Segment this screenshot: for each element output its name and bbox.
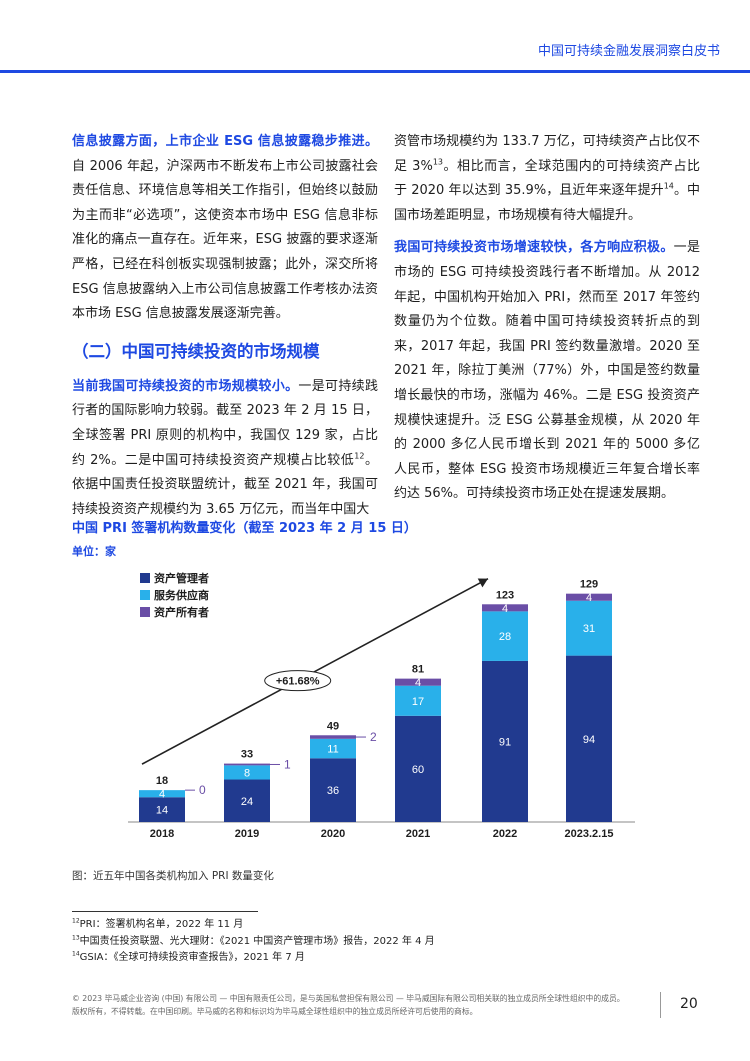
bar-segment bbox=[310, 758, 356, 822]
right-column: 资管市场规模约为 133.7 万亿，可持续资产占比仅不足 3%13。相比而言，全… bbox=[394, 130, 700, 507]
bar-value-label: 17 bbox=[412, 696, 424, 708]
footer-legal: © 2023 毕马威企业咨询 (中国) 有限公司 — 中国有限责任公司，是与英国… bbox=[72, 994, 625, 1016]
bar-segment bbox=[395, 685, 441, 716]
footnote-rule bbox=[72, 911, 258, 912]
bar-value-label: 11 bbox=[327, 744, 338, 756]
category-label: 2023.2.15 bbox=[565, 828, 614, 840]
footnote-ref: 14 bbox=[663, 181, 674, 191]
bar-value-label: 0 bbox=[199, 783, 206, 797]
bar-segment bbox=[395, 678, 441, 686]
footnote-ref: 13 bbox=[432, 157, 443, 167]
bar-total-label: 81 bbox=[412, 664, 424, 676]
bar-value-label: 28 bbox=[499, 631, 511, 643]
bar-segment bbox=[310, 738, 356, 759]
bar-value-label: 4 bbox=[502, 603, 508, 615]
bar-segment bbox=[139, 797, 185, 822]
bar-segment bbox=[482, 604, 528, 612]
paragraph-body: 一是市场的 ESG 可持续投资践行者不断增加。从 2012 年起，中国机构开始加… bbox=[394, 240, 700, 502]
paragraph-lead: 信息披露方面，上市企业 ESG 信息披露稳步推进。 bbox=[72, 134, 378, 149]
growth-annotation-label: +61.68% bbox=[276, 676, 320, 688]
bar-value-label: 36 bbox=[327, 785, 339, 797]
paragraph-body: 。依据中国责任投资联盟统计，截至 2021 年，我国可持续投资资产规模约为 3.… bbox=[72, 452, 378, 517]
growth-annotation-bubble bbox=[264, 670, 332, 692]
category-label: 2018 bbox=[150, 828, 174, 840]
bar-value-label: 14 bbox=[156, 805, 168, 817]
paragraph-lead: 当前我国可持续投资的市场规模较小。 bbox=[72, 378, 299, 394]
footnote: 14GSIA：《全球可持续投资审查报告》，2021 年 7 月 bbox=[72, 950, 305, 963]
bar-total-label: 49 bbox=[327, 720, 339, 732]
legend-label: 服务供应商 bbox=[154, 588, 209, 602]
footnotes: 12PRI：签署机构名单，2022 年 11 月 13中国责任投资联盟、光大理财… bbox=[72, 917, 435, 967]
paragraph-body: 资管市场规模约为 133.7 万亿，可持续资产占比仅不足 3% bbox=[394, 134, 700, 174]
growth-arrow-line bbox=[141, 577, 489, 765]
paragraph-body: 自 2006 年起，沪深两市不断发布上市公司披露社会责任信息、环境信息等相关工作… bbox=[72, 158, 378, 322]
growth-arrow-head bbox=[477, 578, 488, 588]
chart-unit: 单位：家 bbox=[72, 545, 116, 558]
category-label: 2019 bbox=[235, 828, 259, 840]
legend-label: 资产管理者 bbox=[154, 571, 209, 585]
legend-swatch bbox=[140, 590, 150, 600]
left-column: 信息披露方面，上市企业 ESG 信息披露稳步推进。自 2006 年起，沪深两市不… bbox=[72, 130, 378, 522]
category-label: 2022 bbox=[493, 828, 517, 840]
footer-divider bbox=[660, 992, 661, 1018]
bar-value-label: 4 bbox=[415, 677, 421, 689]
bar-value-label: 1 bbox=[284, 757, 291, 771]
bar-value-label: 94 bbox=[583, 734, 595, 746]
category-label: 2021 bbox=[406, 828, 430, 840]
pri-stacked-bar-chart: +61.68%144 018201824813320193611249202060… bbox=[128, 571, 635, 840]
paragraph-continued: 资管市场规模约为 133.7 万亿，可持续资产占比仅不足 3%13。相比而言，全… bbox=[394, 130, 700, 228]
page-number: 20 bbox=[680, 996, 698, 1012]
bar-segment bbox=[482, 611, 528, 661]
bar-segment bbox=[310, 735, 356, 739]
bar-total-label: 18 bbox=[156, 775, 168, 787]
legend-swatch bbox=[140, 607, 150, 617]
header-rule bbox=[0, 70, 750, 73]
header-title: 中国可持续金融发展洞察白皮书 bbox=[537, 44, 720, 59]
footnote: 13中国责任投资联盟、光大理财：《2021 中国资产管理市场》报告，2022 年… bbox=[72, 934, 435, 947]
bar-segment bbox=[482, 660, 528, 822]
bar-value-label: 8 bbox=[244, 767, 250, 779]
bar-segment bbox=[395, 715, 441, 822]
bar-value-label: 60 bbox=[412, 764, 424, 776]
legend-label: 资产所有者 bbox=[154, 605, 209, 619]
paragraph-body: 一是可持续践行者的国际影响力较弱。截至 2023 年 2 月 15 日，全球签署… bbox=[72, 378, 378, 468]
paragraph-body: 。相比而言，全球范围内的可持续资产占比于 2020 年以达到 35.9%，且近年… bbox=[394, 158, 700, 199]
bar-value-label: 31 bbox=[583, 623, 595, 635]
bar-segment bbox=[139, 790, 185, 798]
bar-value-label: 2 bbox=[370, 730, 377, 744]
bar-total-label: 123 bbox=[496, 589, 514, 601]
figure-caption: 图：近五年中国各类机构加入 PRI 数量变化 bbox=[72, 870, 274, 882]
paragraph-lead: 我国可持续投资市场增速较快，各方响应积极。 bbox=[394, 240, 674, 256]
legend-swatch bbox=[140, 573, 150, 583]
bar-segment bbox=[566, 593, 612, 601]
bar-segment bbox=[224, 763, 270, 766]
bar-value-label: 4 bbox=[159, 789, 165, 801]
bar-segment bbox=[224, 779, 270, 822]
bar-value-label: 4 bbox=[586, 592, 592, 604]
bar-value-label: 24 bbox=[241, 796, 253, 808]
bar-total-label: 33 bbox=[241, 749, 253, 761]
bar-segment bbox=[566, 655, 612, 822]
paragraph-body: 。中国市场差距明显，市场规模有待大幅提升。 bbox=[394, 183, 700, 223]
footnote-ref: 12 bbox=[354, 451, 365, 461]
footnote: 12PRI：签署机构名单，2022 年 11 月 bbox=[72, 917, 244, 930]
section-heading: （二）中国可持续投资的市场规模 bbox=[72, 341, 320, 361]
bar-segment bbox=[566, 600, 612, 656]
bar-segment bbox=[224, 765, 270, 780]
bar-total-label: 129 bbox=[580, 579, 598, 591]
paragraph-market-size: 当前我国可持续投资的市场规模较小。一是可持续践行者的国际影响力较弱。截至 202… bbox=[72, 375, 378, 523]
chart-title: 中国 PRI 签署机构数量变化（截至 2023 年 2 月 15 日） bbox=[72, 521, 417, 536]
bar-value-label: 91 bbox=[499, 736, 511, 748]
paragraph-disclosure: 信息披露方面，上市企业 ESG 信息披露稳步推进。自 2006 年起，沪深两市不… bbox=[72, 130, 378, 327]
category-label: 2020 bbox=[321, 828, 345, 840]
paragraph-growth: 我国可持续投资市场增速较快，各方响应积极。一是市场的 ESG 可持续投资践行者不… bbox=[394, 236, 700, 507]
